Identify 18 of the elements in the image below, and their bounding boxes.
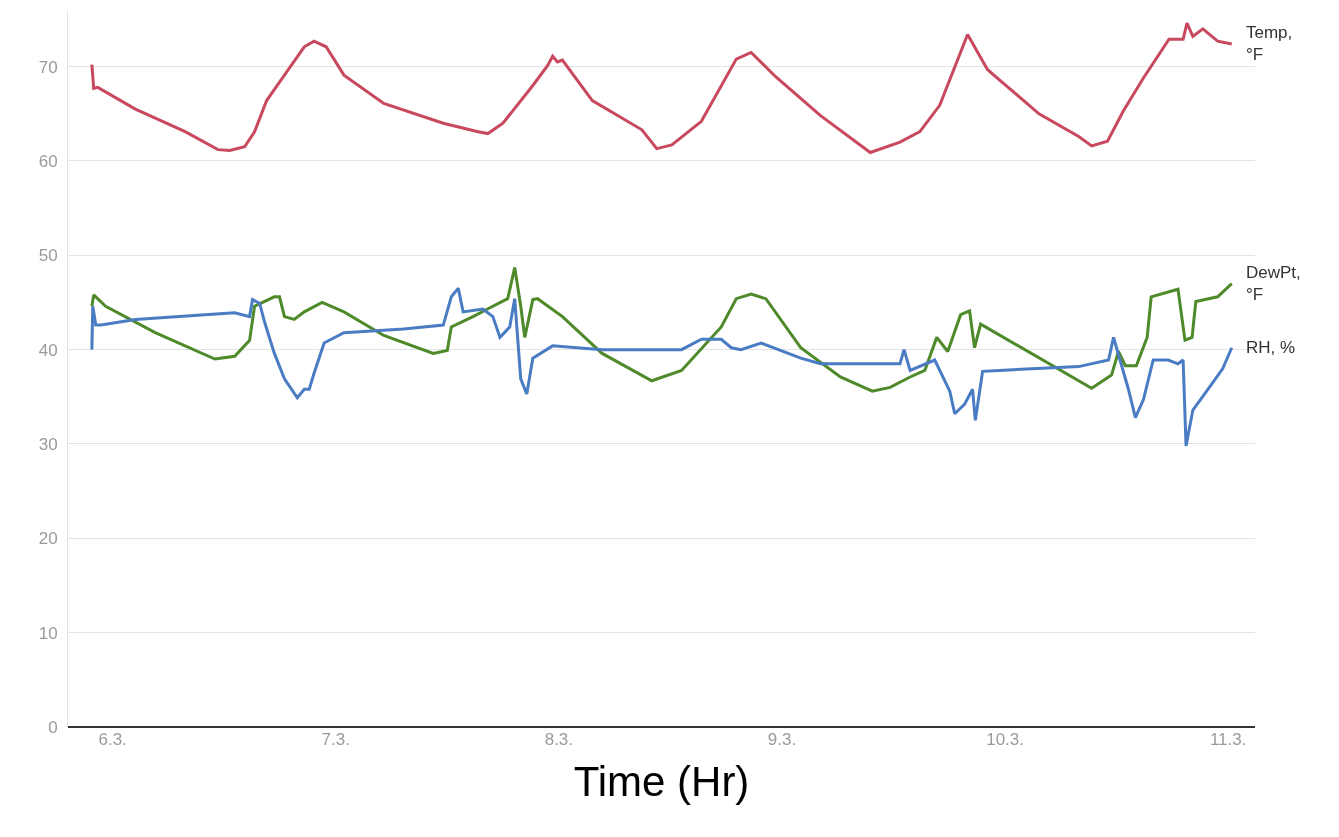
x-tick-label: 6.3. <box>98 730 127 749</box>
y-tick-label: 70 <box>38 57 58 77</box>
x-tick-label: 11.3. <box>1209 730 1247 749</box>
y-tick-label: 0 <box>48 717 58 737</box>
x-tick-label: 8.3. <box>544 730 574 749</box>
y-tick-label: 30 <box>38 434 58 454</box>
x-tick-label: 10.3. <box>986 730 1024 749</box>
x-axis-title: Time (Hr) <box>573 757 750 805</box>
y-tick-label: 50 <box>38 246 58 266</box>
y-tick-label: 20 <box>38 529 58 549</box>
x-tick-label: 7.3. <box>321 730 350 749</box>
y-tick-label: 40 <box>38 340 58 360</box>
series-label: RH, % <box>1246 338 1296 357</box>
y-tick-label: 60 <box>38 151 58 171</box>
series-label: DewPt, °F <box>1246 263 1301 305</box>
series-label: Temp, °F <box>1246 23 1293 65</box>
y-tick-label: 10 <box>38 623 58 643</box>
x-tick-label: 9.3. <box>767 730 797 749</box>
